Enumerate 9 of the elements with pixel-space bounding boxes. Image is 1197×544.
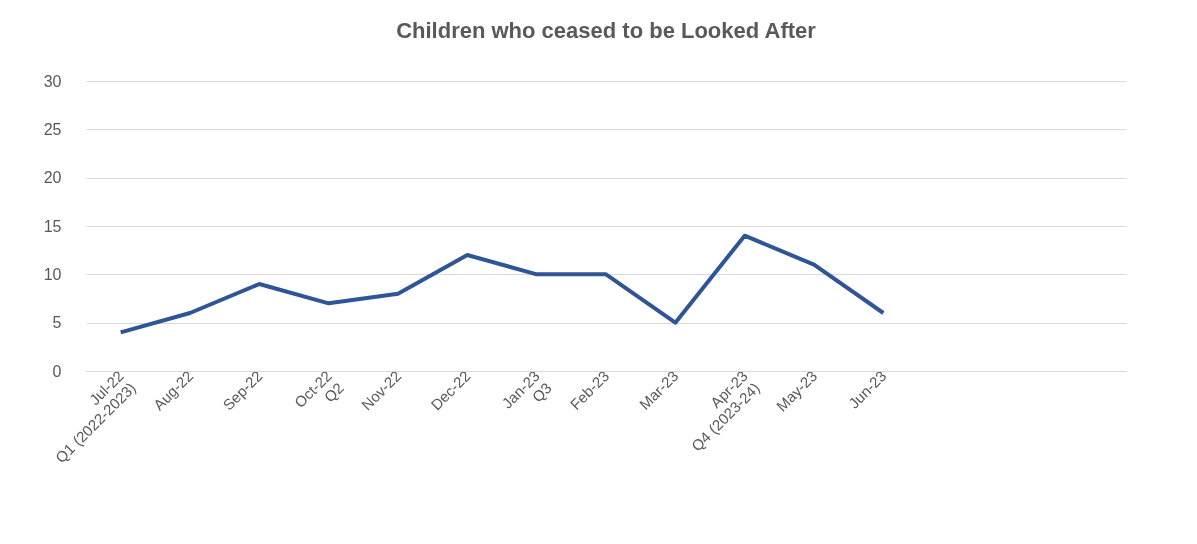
chart-title: Children who ceased to be Looked After: [396, 18, 817, 43]
line-series: [118, 233, 886, 335]
y-tick-label: 10: [43, 265, 62, 283]
y-tick-label: 20: [43, 169, 62, 187]
y-tick-label: 0: [52, 362, 62, 380]
y-tick-label: 5: [52, 314, 62, 332]
y-tick-label: 25: [43, 120, 62, 138]
y-tick-label: 15: [43, 217, 62, 235]
y-tick-label: 30: [43, 72, 62, 90]
